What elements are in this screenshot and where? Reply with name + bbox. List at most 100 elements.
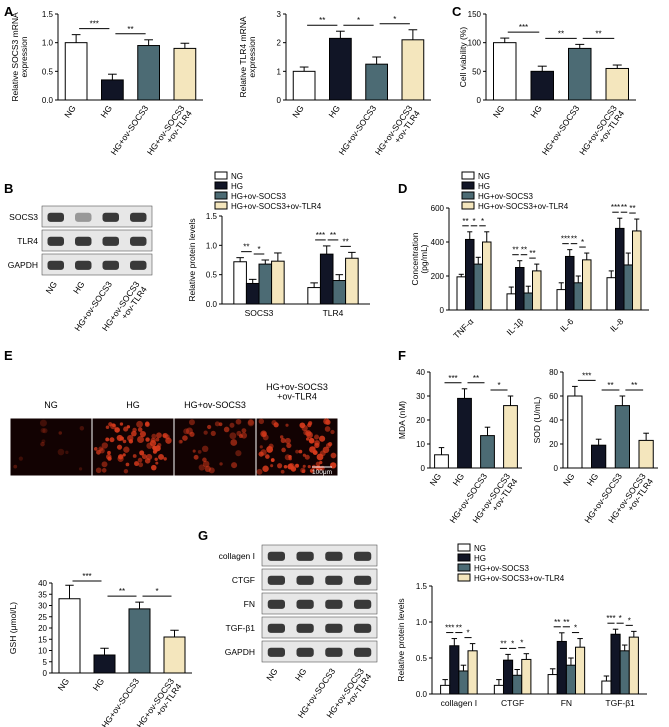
- x-tick-label: HG+ov-SOCS3+ov-TLR4: [145, 103, 194, 162]
- micrograph-cell: [119, 422, 124, 426]
- micrograph-cell: [126, 425, 131, 429]
- y-axis-title-line: Relative TLR4 mRNA: [238, 16, 248, 97]
- bar: [493, 42, 517, 101]
- bar: [614, 405, 630, 469]
- significance-label: ***: [445, 624, 454, 633]
- blot-band: [296, 551, 314, 561]
- micrograph-cell: [146, 453, 153, 461]
- micrograph-cell: [247, 419, 255, 427]
- blot-band: [47, 260, 64, 270]
- blot-band: [102, 260, 119, 270]
- micrograph-cell: [308, 421, 313, 426]
- bar: [332, 280, 347, 305]
- blot-band: [325, 647, 343, 657]
- blot-band: [325, 623, 343, 633]
- y-tick-label: 60: [549, 392, 558, 401]
- micrograph-cell: [157, 443, 162, 448]
- blot-row-bg: [41, 205, 153, 228]
- blot-band: [325, 551, 343, 561]
- micrograph-cell: [314, 440, 320, 446]
- bar: [582, 259, 592, 311]
- bar: [521, 658, 532, 695]
- micrograph-cell: [295, 463, 300, 468]
- blot-row-bg: [261, 568, 378, 591]
- micrograph-cell: [78, 467, 83, 471]
- legend-label: NG: [231, 172, 243, 181]
- micrograph-cell: [101, 461, 108, 468]
- micrograph-cell: [330, 429, 335, 435]
- micrograph-cell: [295, 449, 300, 454]
- micrograph-cell: [299, 422, 306, 429]
- x-tick-label: HG: [99, 103, 115, 119]
- legend-label: HG: [474, 554, 486, 563]
- y-tick-label: 0.0: [206, 300, 218, 309]
- bar: [128, 608, 151, 674]
- significance-label: *: [155, 587, 158, 596]
- bar: [532, 270, 542, 311]
- micrograph-cell: [108, 422, 113, 427]
- significance-label: *: [393, 15, 396, 24]
- blot-row-label: TLR4: [17, 236, 38, 246]
- x-tick-label: HG+ov-SOCS3: [109, 103, 151, 157]
- micrograph-cell: [106, 454, 112, 460]
- significance-label: **: [521, 246, 527, 255]
- micrograph-cell: [93, 447, 98, 451]
- blot-row-bg: [261, 640, 378, 663]
- micrograph-cell: [241, 432, 248, 439]
- x-tick-label: HG+ov-SOCS3: [99, 676, 141, 727]
- significance-label: **: [571, 235, 577, 244]
- blot-lane-label: HG: [293, 666, 309, 682]
- micrograph-cell: [136, 420, 143, 428]
- micrograph-cell: [154, 457, 158, 461]
- y-tick-label: 1.5: [416, 582, 428, 591]
- bar: [628, 636, 639, 695]
- micrograph-cell: [230, 439, 238, 446]
- blot-band: [102, 236, 119, 246]
- micrograph-label: HG+ov-SOCS3 +ov-TLR4: [266, 382, 328, 401]
- micrograph-cell: [154, 448, 158, 453]
- x-tick-label: IL-1β: [505, 316, 526, 337]
- bar: [245, 282, 260, 305]
- significance-label: **: [629, 204, 635, 213]
- micrograph-cell: [131, 430, 137, 437]
- bar: [292, 70, 316, 101]
- legend-swatch: [214, 171, 228, 180]
- significance-label: **: [330, 231, 336, 240]
- micrograph-cell: [307, 465, 311, 469]
- micrograph-cell: [270, 464, 274, 468]
- x-tick-label: IL-8: [608, 316, 626, 334]
- micrograph-cell: [314, 434, 320, 440]
- legend-label: NG: [478, 172, 490, 181]
- panel-label-b: B: [4, 181, 13, 196]
- legend-swatch: [214, 191, 228, 200]
- micrograph-cell: [134, 461, 140, 467]
- bar: [601, 680, 612, 695]
- micrograph-label: HG+ov-SOCS3: [184, 400, 246, 410]
- significance-label: **: [473, 374, 479, 383]
- blot-row-label: CTGF: [232, 575, 255, 585]
- y-tick-label: 20: [416, 416, 425, 425]
- y-axis-title: Relative TLR4 mRNAexpression: [238, 16, 257, 97]
- chart-d: 0 200 400 600 Concentration(pg/mL) TNF-α IL-1β…: [410, 203, 649, 341]
- blot-band: [267, 551, 285, 561]
- micrograph-cell: [150, 437, 156, 443]
- significance-label: *: [357, 16, 360, 25]
- significance-label: *: [628, 616, 631, 625]
- micrograph-cell: [137, 457, 143, 463]
- micrograph-cell: [298, 449, 303, 454]
- micrograph-cell: [122, 439, 127, 444]
- micrograph-cell: [145, 437, 150, 442]
- y-tick-label: 200: [431, 272, 445, 281]
- micrograph-cell: [158, 453, 165, 460]
- micrograph-cell: [202, 460, 210, 468]
- y-tick-label: 0: [477, 96, 482, 105]
- y-tick-label: 20: [549, 440, 558, 449]
- blot-band: [296, 575, 314, 585]
- significance-label: **: [529, 249, 535, 258]
- blot-row-label: SOCS3: [9, 212, 38, 222]
- micrograph-cell: [192, 449, 196, 453]
- significance-label: *: [520, 639, 523, 648]
